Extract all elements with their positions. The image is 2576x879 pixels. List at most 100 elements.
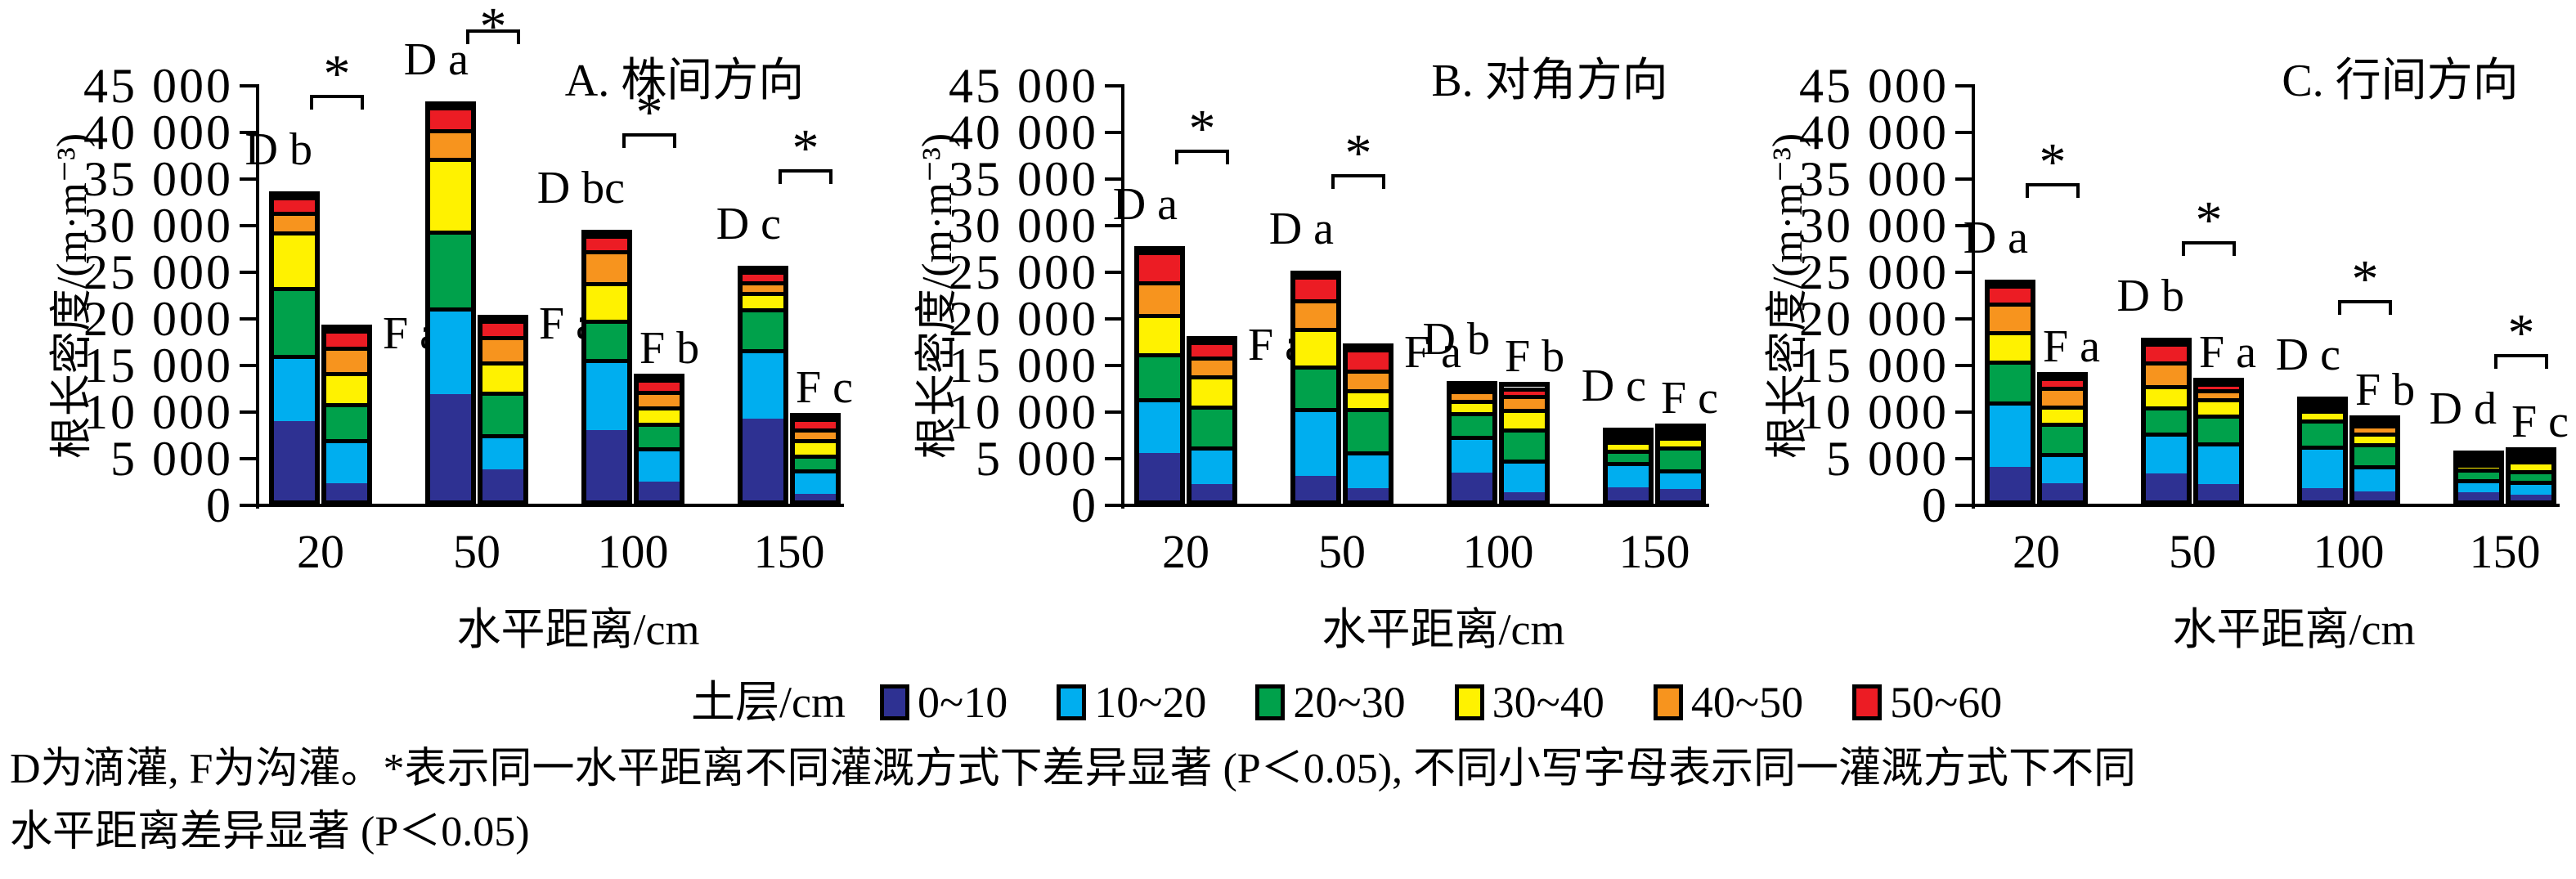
legend-item-40~50: 40~50 (1653, 678, 1804, 727)
y-tick-label-A: 20 000 (83, 292, 233, 346)
y-tick-C (1955, 317, 1973, 321)
bar-segment-C-100-F-10~20 (2354, 465, 2395, 492)
y-tick-label-A: 35 000 (83, 152, 233, 206)
y-tick-A (240, 224, 258, 227)
bar-segment-C-20-D-40~50 (1990, 303, 2031, 332)
x-tick-label-A-50: 50 (453, 525, 500, 578)
bar-segment-C-20-F-50~60 (2042, 376, 2083, 387)
bar-segment-B-150-D-0~10 (1608, 487, 1649, 500)
x-axis-title-A: 水平距离/cm (456, 605, 700, 654)
bar-segment-C-150-D-20~30 (2458, 469, 2499, 480)
bar-segment-A-20-D-30~40 (274, 231, 315, 287)
bar-segment-A-150-F-0~10 (795, 494, 836, 500)
y-axis-title-C: 根长密度/(m·m⁻³) (1765, 132, 1811, 459)
sig-label-C-150-D: D d (2429, 383, 2497, 434)
sig-label-B-150-D: D c (1581, 361, 1646, 412)
bar-segment-B-100-D-20~30 (1452, 411, 1492, 436)
bar-segment-B-100-F-40~50 (1504, 394, 1545, 409)
bar-segment-B-20-F-20~30 (1192, 406, 1232, 446)
y-tick-A (240, 84, 258, 87)
stacked-bar-A-150-D (738, 265, 788, 505)
bar-segment-C-150-F-30~40 (2511, 460, 2551, 470)
bar-segment-A-100-D-40~50 (586, 250, 627, 282)
y-tick-label-C: 30 000 (1799, 199, 1949, 253)
bar-segment-A-150-F-40~50 (795, 428, 836, 439)
bar-segment-A-100-D-20~30 (586, 320, 627, 360)
y-tick-B (1105, 317, 1123, 321)
x-tick-label-C-150: 150 (2469, 525, 2541, 578)
bar-segment-A-150-D-10~20 (743, 349, 783, 419)
y-tick-A (240, 271, 258, 274)
bar-segment-B-150-D-50~60 (1608, 433, 1649, 437)
y-tick-label-A: 0 (206, 478, 233, 532)
sig-label-A-150-F: F c (796, 361, 853, 413)
bar-segment-C-100-F-0~10 (2354, 491, 2395, 500)
bar-segment-A-150-D-30~40 (743, 291, 783, 309)
y-tick-label-B: 10 000 (949, 385, 1098, 439)
bar-segment-B-150-F-40~50 (1660, 432, 1701, 437)
stacked-bar-C-20-F (2037, 371, 2088, 505)
legend-item-50~60: 50~60 (1852, 679, 2002, 726)
sig-bracket-A-50 (466, 29, 520, 44)
bar-segment-A-150-D-20~30 (743, 308, 783, 350)
x-axis-A (256, 504, 844, 507)
y-tick-label-A: 30 000 (83, 199, 233, 253)
y-tick-B (1105, 177, 1123, 181)
bar-segment-C-150-F-50~60 (2511, 452, 2551, 457)
legend-swatch-10~20 (1057, 684, 1087, 720)
y-tick-label-C: 0 (1922, 478, 1949, 532)
sig-star-A-50: * (479, 0, 507, 56)
bar-segment-C-50-D-20~30 (2146, 406, 2187, 433)
bar-segment-A-100-F-50~60 (639, 378, 680, 391)
y-tick-label-C: 40 000 (1799, 105, 1949, 159)
y-tick-C (1955, 504, 1973, 507)
sig-label-B-150-F: F c (1661, 372, 1718, 424)
stacked-bar-C-20-D (1985, 280, 2035, 505)
bar-segment-B-20-D-50~60 (1139, 251, 1180, 282)
sig-label-C-20-D: D a (1963, 213, 2028, 264)
stacked-bar-C-50-D (2141, 337, 2192, 505)
bar-segment-A-50-D-40~50 (430, 129, 471, 159)
sig-bracket-C-20 (2026, 183, 2080, 199)
y-tick-label-B: 20 000 (949, 292, 1098, 346)
bar-segment-B-100-D-40~50 (1452, 389, 1492, 401)
bar-segment-B-50-D-20~30 (1295, 365, 1336, 408)
stacked-bar-A-20-F (321, 325, 372, 505)
y-tick-A (240, 364, 258, 367)
stacked-bar-C-150-F (2506, 447, 2556, 505)
sig-star-A-150: * (792, 118, 819, 178)
bar-segment-C-150-F-20~30 (2511, 469, 2551, 482)
bar-segment-B-100-D-0~10 (1452, 473, 1492, 500)
legend-title: 土层/cm (691, 678, 846, 727)
y-tick-B (1105, 131, 1123, 134)
y-tick-label-A: 5 000 (110, 432, 233, 486)
y-tick-C (1955, 410, 1973, 414)
y-tick-B (1105, 410, 1123, 414)
bar-segment-B-150-D-20~30 (1608, 450, 1649, 462)
bar-segment-A-50-F-10~20 (482, 434, 523, 469)
panel-title-B: B. 对角方向 (1431, 56, 1668, 106)
bar-segment-C-20-D-0~10 (1990, 466, 2031, 500)
bar-segment-C-50-F-30~40 (2198, 397, 2239, 415)
y-tick-B (1105, 504, 1123, 507)
sig-label-B-100-F: F b (1505, 331, 1565, 383)
y-tick-label-A: 15 000 (83, 339, 233, 392)
y-tick-label-B: 35 000 (949, 152, 1098, 206)
bar-segment-A-20-F-0~10 (326, 482, 367, 500)
legend-label-40~50: 40~50 (1690, 678, 1804, 727)
panel-title-A: A. 株间方向 (564, 56, 805, 106)
bar-segment-C-150-D-0~10 (2458, 491, 2499, 500)
stacked-bar-B-150-D (1603, 428, 1654, 505)
bar-segment-C-20-D-20~30 (1990, 361, 2031, 402)
x-tick-label-B-100: 100 (1462, 525, 1534, 578)
legend-label-0~10: 0~10 (917, 678, 1008, 727)
sig-label-A-100-F: F b (640, 322, 700, 374)
sig-star-C-150: * (2507, 303, 2535, 363)
y-tick-A (240, 504, 258, 507)
y-tick-A (240, 177, 258, 181)
bar-segment-C-50-F-0~10 (2198, 484, 2239, 500)
y-axis-title-A: 根长密度/(m·m⁻³) (49, 132, 96, 459)
y-tick-B (1105, 224, 1123, 227)
x-axis-title-C: 水平距离/cm (2172, 605, 2416, 654)
sig-label-B-100-D: D b (1422, 313, 1490, 365)
